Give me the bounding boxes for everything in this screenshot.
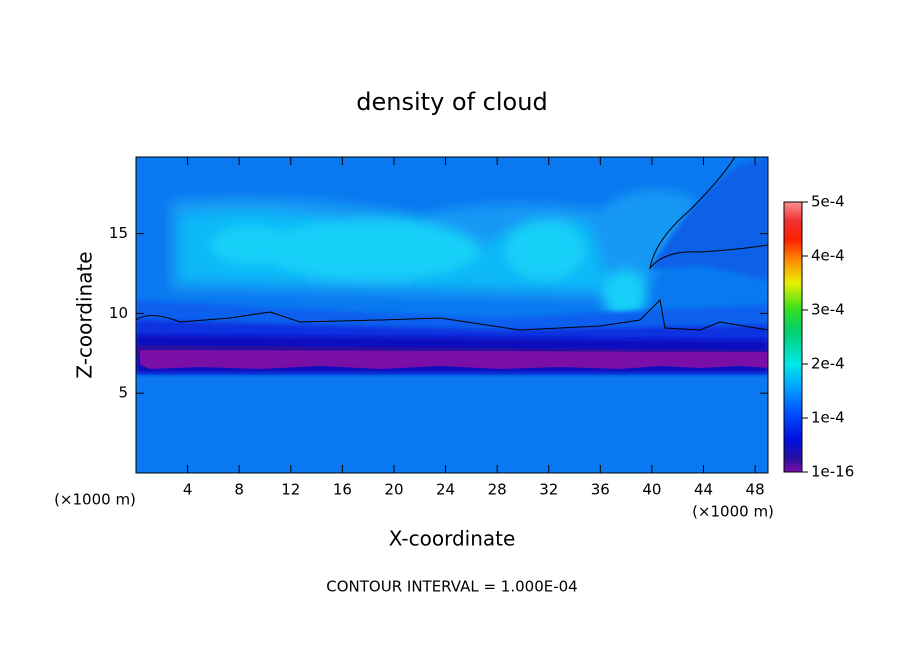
chart-title: density of cloud: [356, 88, 547, 116]
x-tick-label: 36: [591, 481, 610, 499]
y-unit: (×1000 m): [54, 491, 136, 509]
x-tick-label: 24: [436, 481, 455, 499]
x-tick-label: 48: [746, 481, 765, 499]
x-tick-label: 8: [234, 481, 244, 499]
y-axis-label: Z-coordinate: [73, 251, 97, 378]
colorbar-tick-label: 3e-4: [811, 301, 845, 319]
x-tick-label: 16: [333, 481, 352, 499]
x-tick-label: 28: [488, 481, 507, 499]
y-tick-label: 5: [118, 384, 128, 402]
colorbar-tick-label: 2e-4: [811, 355, 845, 373]
colorbar-tick-label: 1e-16: [811, 463, 854, 481]
y-tick-label: 15: [109, 224, 128, 242]
x-tick-label: 40: [642, 481, 661, 499]
x-tick-label: 32: [539, 481, 558, 499]
x-unit: (×1000 m): [692, 503, 774, 521]
x-tick-label: 4: [183, 481, 193, 499]
x-tick-label: 12: [281, 481, 300, 499]
colorbar: [783, 201, 803, 473]
footnote: CONTOUR INTERVAL = 1.000E-04: [326, 578, 577, 596]
colorbar-tick-label: 5e-4: [811, 193, 845, 211]
colorbar-tick-label: 1e-4: [811, 409, 845, 427]
colorbar-tick-label: 4e-4: [811, 247, 845, 265]
x-tick-label: 44: [694, 481, 713, 499]
x-axis-label: X-coordinate: [389, 527, 516, 551]
plot-frame: [135, 156, 769, 474]
x-tick-label: 20: [384, 481, 403, 499]
contour-field: [136, 157, 768, 473]
y-tick-label: 10: [109, 304, 128, 322]
